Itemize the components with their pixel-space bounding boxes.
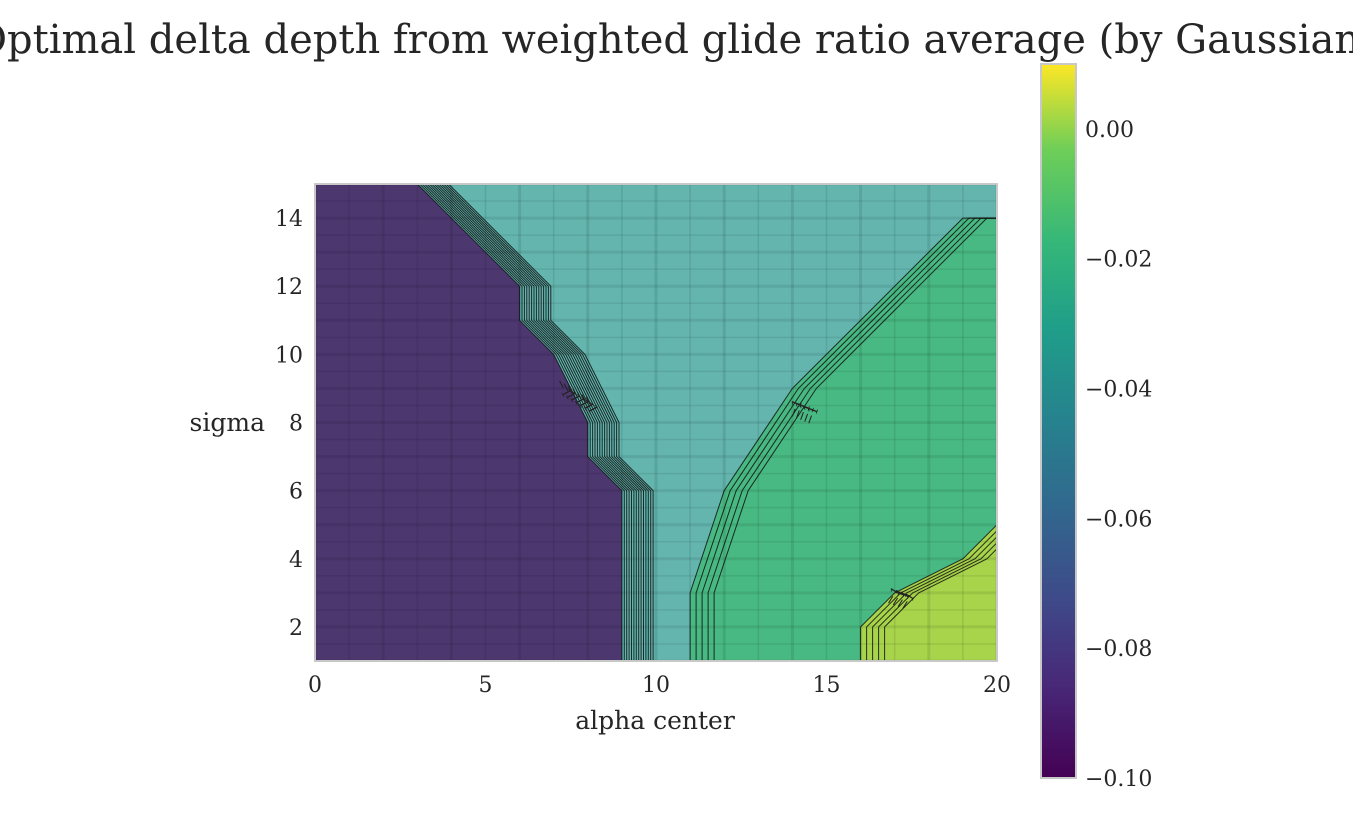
y-tick-label: 4 [289,548,303,573]
contour-line-right [872,535,997,661]
contour-label: −1 [802,404,823,427]
contour-line-left [428,184,635,661]
contour-line-left [419,184,625,661]
y-tick-label: 12 [275,275,303,300]
contour-line-left [443,184,649,661]
x-tick-label: 5 [479,673,493,698]
contour-line-right [878,541,997,661]
colorbar-gradient [1040,63,1077,779]
x-axis-label: alpha center [575,706,735,735]
contour-line-left [431,184,637,661]
x-tick-label: 10 [642,673,670,698]
contour-line-right [884,547,997,661]
contour-label: −1 [790,399,811,422]
colorbar-tick-label: −0.02 [1085,248,1152,273]
y-tick-label: 6 [289,480,303,505]
region-purple [315,184,622,661]
y-tick-label: 2 [289,616,303,641]
contour-line-left [445,184,652,661]
y-tick-label: 8 [289,412,303,437]
contour-line-left [433,184,640,661]
contour-line-left [424,184,630,661]
contour-line-left [426,184,632,661]
region-yellow [860,524,997,661]
contour-line-left [436,184,642,661]
y-axis-label: sigma [190,408,266,437]
contour-label: −1 [798,402,819,425]
contour-line-middle [689,217,997,661]
contour-line-middle [701,217,997,661]
contour-line-right [860,524,997,661]
plot-area [315,184,997,661]
contour-label: −1 [785,397,806,420]
contour-line-left [440,184,647,661]
contour-line-left [421,184,628,661]
contour-line-left [438,184,644,661]
colorbar: 0.00 −0.02 −0.04 −0.06 −0.08 −0.10 [1040,63,1152,792]
x-tick-label: 20 [983,673,1011,698]
contour-line-left [448,184,654,661]
plot-frame [314,183,998,662]
contour-line-right [866,529,997,661]
colorbar-tick-label: −0.10 [1085,767,1152,792]
colorbar-tick-label: −0.04 [1085,378,1152,403]
contour-label: −1 [794,401,815,424]
x-tick-label: 15 [813,673,841,698]
region-lightgreen [690,218,997,661]
contour-line-left [416,184,623,661]
colorbar-tick-label: 0.00 [1085,118,1134,143]
contour-line-middle [695,217,997,661]
x-tick-label: 0 [308,673,322,698]
y-tick-label: 14 [275,207,303,232]
contour-line-middle [707,217,997,661]
contour-line-middle [713,217,997,661]
y-tick-label: 10 [275,343,303,368]
chart-title: Optimal delta depth from weighted glide … [0,17,1353,63]
colorbar-tick-label: −0.08 [1085,637,1152,662]
colorbar-tick-label: −0.06 [1085,507,1152,532]
